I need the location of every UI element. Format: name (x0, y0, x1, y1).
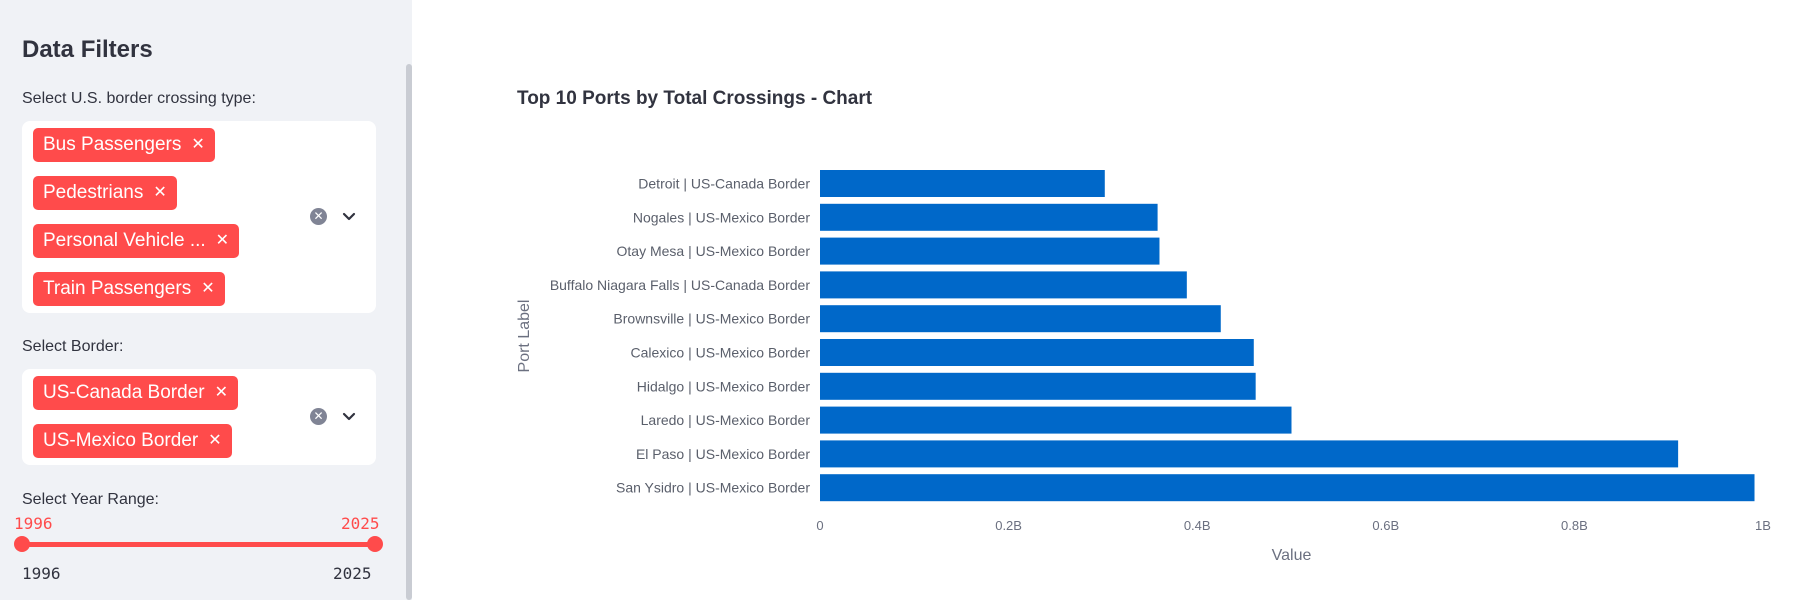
x-tick-label: 0.6B (1372, 518, 1399, 533)
category-label: Buffalo Niagara Falls | US-Canada Border (550, 277, 811, 293)
slider-range-max: 2025 (333, 564, 372, 583)
chip-label: Pedestrians (43, 182, 144, 203)
category-label: San Ysidro | US-Mexico Border (616, 480, 810, 496)
bar-chart: Detroit | US-Canada Border Nogales | US-M… (516, 170, 1771, 564)
category-label: Laredo | US-Mexico Border (641, 412, 811, 428)
x-axis-title: Value (1272, 547, 1312, 564)
slider-range-min: 1996 (22, 564, 61, 583)
clear-all-icon[interactable]: ✕ (310, 208, 327, 225)
chip-label: Personal Vehicle ... (43, 230, 206, 251)
bar (820, 305, 1221, 333)
x-tick-label: 0.2B (995, 518, 1022, 533)
slider-min-value: 1996 (14, 514, 53, 533)
chevron-down-icon[interactable] (341, 409, 357, 425)
bar (820, 440, 1679, 468)
year-range-slider-track[interactable] (22, 542, 376, 547)
bar (820, 237, 1160, 265)
chip-us-canada-border[interactable]: US-Canada Border ✕ (33, 376, 238, 410)
x-tick-label: 0.8B (1561, 518, 1588, 533)
chip-remove-icon[interactable]: ✕ (153, 184, 167, 201)
bar (820, 170, 1105, 197)
border-multiselect[interactable]: US-Canada Border ✕ US-Mexico Border ✕ ✕ (22, 369, 376, 465)
category-label: Brownsville | US-Mexico Border (613, 311, 810, 327)
x-tick-label: 0 (816, 518, 823, 533)
chip-pedestrians[interactable]: Pedestrians ✕ (33, 176, 177, 210)
chip-bus-passengers[interactable]: Bus Passengers ✕ (33, 128, 215, 162)
border-label: Select Border: (22, 338, 124, 355)
chart-title: Top 10 Ports by Total Crossings - Chart (517, 88, 873, 109)
chip-label: Train Passengers (43, 278, 192, 299)
bar (820, 271, 1187, 299)
chip-remove-icon[interactable]: ✕ (201, 280, 215, 297)
chip-label: US-Canada Border (43, 382, 205, 403)
category-label: El Paso | US-Mexico Border (636, 446, 810, 462)
sidebar-scrollbar[interactable] (406, 64, 412, 600)
chip-remove-icon[interactable]: ✕ (191, 136, 205, 153)
category-label: Nogales | US-Mexico Border (633, 209, 810, 225)
category-label: Otay Mesa | US-Mexico Border (617, 243, 811, 259)
bar (820, 339, 1254, 366)
chip-remove-icon[interactable]: ✕ (214, 384, 228, 401)
bar (820, 372, 1256, 400)
chevron-down-icon[interactable] (341, 209, 357, 225)
category-label: Hidalgo | US-Mexico Border (637, 378, 811, 394)
chip-label: US-Mexico Border (43, 430, 199, 451)
chip-personal-vehicle[interactable]: Personal Vehicle ... ✕ (33, 224, 240, 258)
bar (820, 474, 1755, 502)
category-label: Calexico | US-Mexico Border (631, 345, 811, 361)
y-axis-title: Port Label (516, 300, 533, 373)
chip-train-passengers[interactable]: Train Passengers ✕ (33, 272, 225, 306)
clear-all-icon[interactable]: ✕ (310, 408, 327, 425)
sidebar: Data Filters Select U.S. border crossing… (0, 0, 412, 600)
chip-remove-icon[interactable]: ✕ (215, 232, 230, 249)
year-range-label: Select Year Range: (22, 491, 159, 508)
crossing-type-label: Select U.S. border crossing type: (22, 90, 256, 107)
category-label: Detroit | US-Canada Border (638, 176, 810, 192)
chip-label: Bus Passengers (43, 134, 182, 155)
bar (820, 203, 1158, 231)
slider-max-value: 2025 (341, 514, 380, 533)
sidebar-title: Data Filters (22, 36, 153, 63)
x-tick-label: 1B (1755, 518, 1771, 533)
year-range-max-thumb[interactable] (367, 536, 383, 552)
bar (820, 406, 1292, 434)
crossing-type-multiselect[interactable]: Bus Passengers ✕ Pedestrians ✕ Personal … (22, 121, 376, 313)
chip-us-mexico-border[interactable]: US-Mexico Border ✕ (33, 424, 232, 458)
x-tick-label: 0.4B (1184, 518, 1211, 533)
year-range-min-thumb[interactable] (14, 536, 30, 552)
chip-remove-icon[interactable]: ✕ (208, 432, 222, 449)
